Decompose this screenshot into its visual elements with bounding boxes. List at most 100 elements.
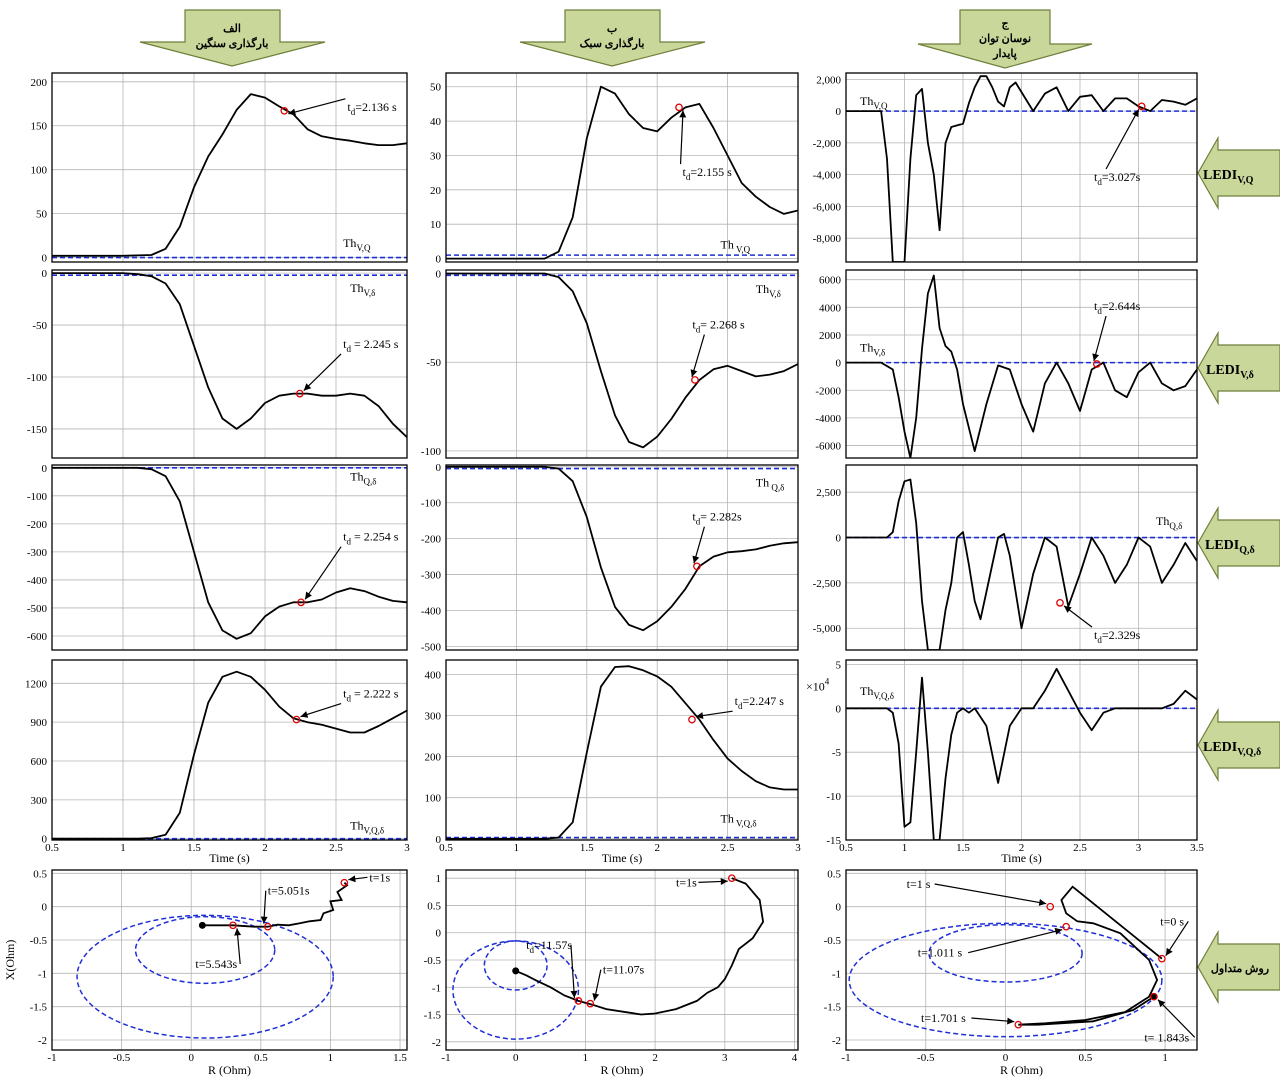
detection-label-sub: d — [1097, 177, 1102, 187]
detection-label: td= 2.282s — [692, 510, 742, 527]
detection-label-value: =2.329s — [1102, 628, 1141, 642]
ytick-label: -2 — [432, 1037, 441, 1049]
ytick-label: -1 — [432, 982, 441, 994]
ytick-label: -2,500 — [813, 578, 842, 590]
signal-line — [52, 670, 407, 840]
row-label-5-text: روش متداول — [1211, 963, 1269, 975]
ytick-label: 5 — [836, 659, 842, 671]
time-arrow — [971, 1017, 1015, 1025]
time-label-main: t=1.701 s — [921, 1011, 966, 1025]
time-marker — [1150, 992, 1158, 1001]
detection-label-sub: d — [696, 325, 701, 335]
detection-arrow — [304, 546, 342, 600]
xtick-label: 1.5 — [956, 842, 970, 854]
xtick-label: 1.5 — [580, 842, 594, 854]
ytick-label: -2 — [38, 1035, 47, 1047]
panel-c1: 2,000 0 -2,000 -4,000 -6,000 -8,000 ThV,Q td=3.… — [813, 72, 1198, 263]
xtick-label: -1 — [441, 1052, 450, 1064]
time-label-value: =11.57s — [534, 938, 572, 952]
ytick-label: -500 — [27, 603, 48, 615]
grid-a1 — [51, 73, 408, 262]
threshold-label: Th Q,δ — [756, 476, 785, 493]
row-label-1-sub: V,Q — [1237, 175, 1253, 186]
detection-label: td= 2.268 s — [692, 318, 745, 335]
axes-frame — [845, 72, 1198, 263]
signal-line — [446, 85, 798, 260]
time-marker — [1158, 954, 1166, 963]
ytick-label: -1.5 — [30, 1002, 48, 1014]
threshold-label-sub: V,Q,δ — [734, 818, 757, 828]
plot-area-a3 — [52, 466, 407, 640]
detection-label: td=2.644s — [1094, 299, 1141, 316]
time-label-main: t=1.011 s — [918, 946, 963, 960]
column-title-c-line1: ج — [1001, 18, 1009, 30]
signal-line — [846, 478, 1197, 650]
detection-label-value: =3.027s — [1102, 170, 1141, 184]
ytick-label: -6000 — [815, 441, 841, 453]
plot-area-b1 — [446, 85, 798, 260]
ytick-label: 100 — [31, 165, 48, 177]
time-arrow — [348, 875, 368, 883]
detection-label-sub: d — [696, 517, 701, 527]
threshold-label: ThV,δ — [756, 282, 781, 299]
time-label-main: t=1s — [369, 870, 390, 884]
time-label: t=1 s — [907, 877, 931, 891]
ytick-label: -50 — [426, 357, 441, 369]
xtick-label: 1 — [1162, 1052, 1168, 1064]
threshold-label-main: Th — [350, 819, 363, 833]
time-label: t=1s — [369, 870, 390, 884]
column-title-c-line2: نوسان توان — [979, 33, 1031, 45]
ytick-label: 400 — [425, 669, 442, 681]
detection-label-value: = 2.222 s — [351, 687, 399, 701]
time-label: t=1.701 s — [921, 1011, 966, 1025]
axes-frame — [51, 869, 408, 1051]
detection-label-main: t — [1094, 299, 1098, 313]
axes-frame — [51, 464, 408, 651]
detection-label-main: t — [1094, 628, 1098, 642]
plot-area-b5 — [452, 877, 765, 1040]
scale-note-exp: 4 — [825, 676, 830, 686]
ytick-label: 0 — [42, 268, 48, 280]
xtick-label: 2 — [654, 842, 660, 854]
threshold-label-sub: Q,δ — [364, 476, 377, 486]
ytick-label: 0 — [836, 533, 842, 545]
ytick-label: 0 — [836, 703, 842, 715]
xtick-label: 1 — [328, 1052, 334, 1064]
threshold-label: Th V,Q — [721, 237, 751, 254]
ytick-label: 0 — [436, 834, 442, 846]
plot-area-b4 — [446, 665, 798, 840]
plot-area-a5 — [76, 882, 349, 1039]
detection-label-main: t — [343, 337, 347, 351]
detection-label-value: =2.155 s — [690, 165, 732, 179]
threshold-label-main: Th — [756, 282, 769, 296]
ytick-label: 0 — [42, 834, 48, 846]
threshold-label-main: Th — [350, 469, 363, 483]
panel-c4: 5 0 -5 -10 -150.5 1 1.5 2 2.5 3 3.5 ThV,Q,δ ×104 Time… — [806, 659, 1204, 865]
xtick-label: 0 — [1003, 1052, 1009, 1064]
ytick-label: 20 — [430, 185, 442, 197]
threshold-label: ThV,Q,δ — [350, 819, 384, 836]
ytick-label: -2 — [832, 1035, 841, 1047]
zone-circle — [76, 914, 334, 1039]
grid-c2 — [845, 270, 1198, 458]
grid-a2 — [51, 270, 408, 458]
ytick-label: 50 — [430, 82, 442, 94]
xtick-label: 3 — [404, 842, 410, 854]
detection-marker — [297, 598, 305, 607]
detection-marker — [292, 715, 301, 724]
axes-frame — [845, 269, 1198, 459]
signal-line — [846, 274, 1197, 458]
threshold-label-main: Th — [721, 811, 734, 825]
ytick-label: 0.5 — [427, 900, 441, 912]
trajectory-end — [198, 921, 206, 929]
signal-line — [52, 466, 407, 640]
detection-marker — [675, 103, 683, 112]
xtick-label: 2 — [652, 1052, 658, 1064]
detection-label-value: =2.644s — [1102, 299, 1141, 313]
ytick-label: -6,000 — [813, 201, 842, 213]
xtick-label: 0.5 — [254, 1052, 268, 1064]
plot-area-b2 — [446, 272, 798, 449]
threshold-label: ThV,Q — [343, 236, 371, 253]
detection-label-sub: d — [686, 172, 691, 182]
detection-label-sub: d — [346, 537, 351, 547]
